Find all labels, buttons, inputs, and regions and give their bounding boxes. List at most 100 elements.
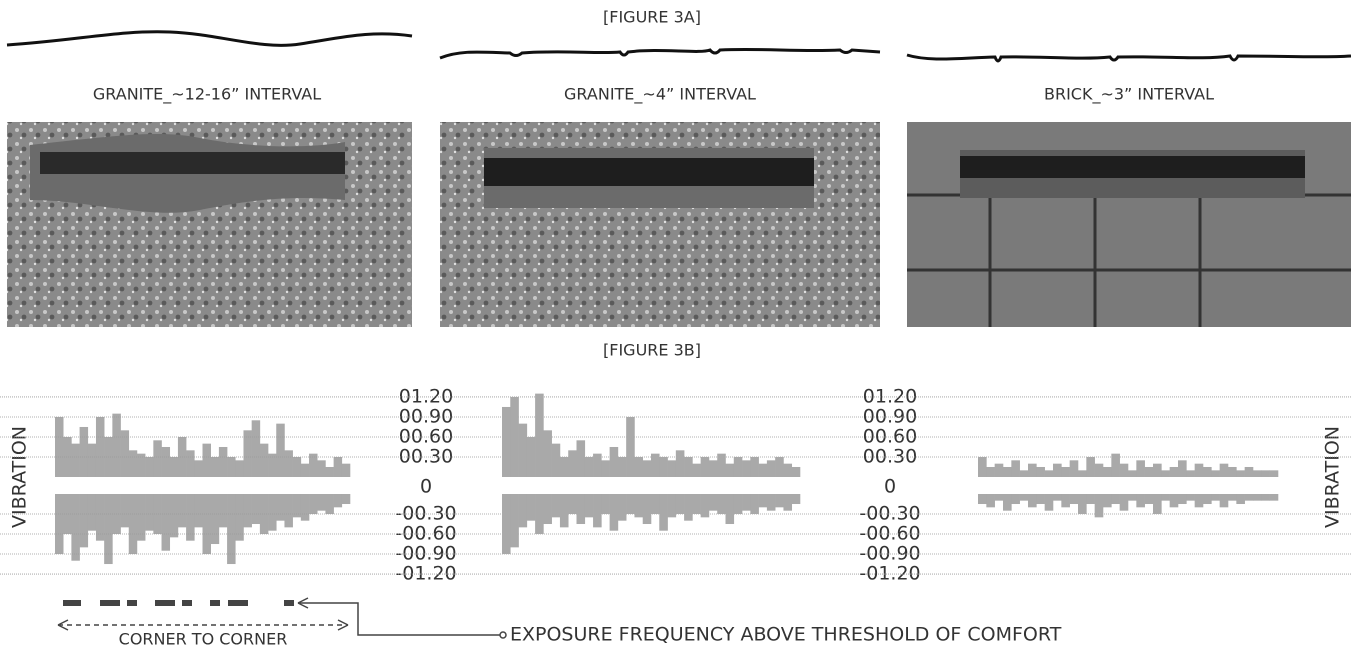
bar <box>543 430 552 477</box>
profiles <box>7 32 1351 61</box>
bar <box>1228 494 1237 501</box>
bar <box>145 457 153 477</box>
bar <box>235 460 243 477</box>
bar <box>1120 494 1129 511</box>
bar <box>80 494 88 547</box>
panel-title: GRANITE_~4” INTERVAL <box>564 85 756 105</box>
bar <box>676 494 685 514</box>
bar <box>88 494 96 531</box>
bar <box>634 494 643 517</box>
bar <box>1145 467 1154 477</box>
bar <box>317 494 325 511</box>
bar <box>1136 494 1145 507</box>
bar <box>1003 494 1012 511</box>
bar <box>88 444 96 477</box>
bar <box>1145 494 1154 504</box>
bar <box>668 460 677 477</box>
bar <box>610 494 619 531</box>
bar <box>601 460 610 477</box>
bar <box>560 457 569 477</box>
bar <box>750 494 759 514</box>
bar <box>317 460 325 477</box>
bar <box>211 494 219 544</box>
bar <box>668 494 677 517</box>
bar <box>1203 467 1212 477</box>
bar <box>1261 494 1270 501</box>
bar <box>986 494 995 507</box>
bar <box>684 457 693 477</box>
bar <box>194 494 202 527</box>
bar <box>717 494 726 514</box>
bar <box>1078 494 1087 514</box>
bar <box>701 457 710 477</box>
bar <box>634 457 643 477</box>
bar <box>701 494 710 517</box>
bar <box>1111 454 1120 477</box>
bar <box>775 457 784 477</box>
bar <box>692 464 701 477</box>
bar <box>783 464 792 477</box>
bar <box>1103 494 1112 507</box>
photo <box>907 122 1351 327</box>
bar <box>651 454 660 477</box>
bar <box>742 494 751 511</box>
bar <box>153 440 161 477</box>
y-tick-label: 00.90 <box>863 405 917 427</box>
bar <box>726 494 735 524</box>
bar <box>1103 467 1112 477</box>
annotation: EXPOSURE FREQUENCY ABOVE THRESHOLD OF CO… <box>510 624 1062 646</box>
bar <box>527 437 536 477</box>
bar <box>334 457 342 477</box>
bar <box>170 494 178 537</box>
bar <box>535 494 544 534</box>
bar <box>585 494 594 517</box>
bar <box>260 444 268 477</box>
y-tick-label: 01.20 <box>399 385 453 407</box>
bar <box>651 494 660 514</box>
bar <box>145 494 153 531</box>
y-tick-label: -00.30 <box>395 503 456 525</box>
charts: 01.2000.9000.6000.300-00.30-00.60-00.90-… <box>0 385 1351 584</box>
bar <box>978 494 987 504</box>
bar <box>734 494 743 514</box>
bar <box>1270 494 1279 501</box>
bar <box>276 494 284 521</box>
bar <box>129 494 137 554</box>
bar <box>643 460 652 477</box>
bar <box>71 444 79 477</box>
panel-title: BRICK_~3” INTERVAL <box>1044 85 1214 105</box>
bar <box>104 494 112 564</box>
bar <box>203 494 211 554</box>
bar <box>568 450 577 477</box>
y-tick-label: -00.90 <box>859 543 920 565</box>
bar <box>284 450 292 477</box>
bar <box>767 460 776 477</box>
y-tick-label: 00.30 <box>399 445 453 467</box>
bar <box>610 447 619 477</box>
bar <box>568 494 577 514</box>
bar <box>684 494 693 521</box>
bar <box>301 494 309 521</box>
bar <box>577 494 586 524</box>
bar <box>692 494 701 514</box>
bar <box>659 457 668 477</box>
bar <box>252 420 260 477</box>
y-tick-label: 00.60 <box>399 425 453 447</box>
bar <box>309 494 317 514</box>
bar <box>519 424 528 477</box>
y-tick-label: 0 <box>884 476 896 498</box>
bar <box>1111 494 1120 504</box>
bar <box>121 494 129 527</box>
bar <box>1095 494 1104 517</box>
bar <box>750 457 759 477</box>
bar <box>1153 464 1162 477</box>
bar <box>510 397 519 477</box>
bar <box>1211 470 1220 477</box>
bar <box>709 494 718 511</box>
bar <box>783 494 792 511</box>
bar <box>186 450 194 477</box>
bar <box>1011 460 1020 477</box>
bar <box>211 457 219 477</box>
bar <box>1028 464 1037 477</box>
bar <box>577 440 586 477</box>
